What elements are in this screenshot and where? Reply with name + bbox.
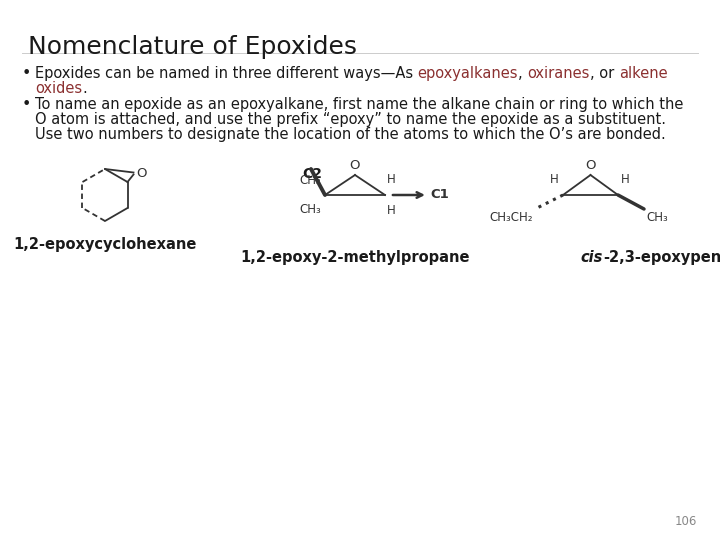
Text: CH₃: CH₃: [646, 211, 667, 224]
Text: H: H: [387, 173, 396, 186]
Text: C2: C2: [302, 167, 322, 181]
Text: -2,3-epoxypentane: -2,3-epoxypentane: [603, 250, 720, 265]
Text: ,: ,: [518, 66, 528, 81]
Text: H: H: [550, 173, 559, 186]
Text: alkene: alkene: [618, 66, 667, 81]
Text: C1: C1: [430, 188, 449, 201]
Text: , or: , or: [590, 66, 618, 81]
Text: •: •: [22, 66, 32, 81]
Text: 106: 106: [675, 515, 697, 528]
Text: Nomenclature of Epoxides: Nomenclature of Epoxides: [28, 35, 357, 59]
Text: Use two numbers to designate the location of the atoms to which the O’s are bond: Use two numbers to designate the locatio…: [35, 127, 666, 142]
Text: .: .: [82, 81, 87, 96]
Text: •: •: [22, 97, 32, 112]
Text: cis: cis: [580, 250, 603, 265]
Text: CH₃CH₂: CH₃CH₂: [490, 211, 533, 224]
Text: To name an epoxide as an epoxyalkane, first name the alkane chain or ring to whi: To name an epoxide as an epoxyalkane, fi…: [35, 97, 683, 112]
Text: H: H: [621, 173, 630, 186]
Text: CH₃: CH₃: [300, 203, 321, 216]
Text: oxides: oxides: [35, 81, 82, 96]
Text: oxiranes: oxiranes: [528, 66, 590, 81]
Text: epoxyalkanes: epoxyalkanes: [418, 66, 518, 81]
Text: O: O: [585, 159, 595, 172]
Text: O: O: [350, 159, 360, 172]
Text: CH₃: CH₃: [300, 174, 321, 187]
Text: O atom is attached, and use the prefix “epoxy” to name the epoxide as a substitu: O atom is attached, and use the prefix “…: [35, 112, 666, 127]
Text: H: H: [387, 204, 396, 217]
Text: O: O: [137, 167, 147, 180]
Text: Epoxides can be named in three different ways—As: Epoxides can be named in three different…: [35, 66, 418, 81]
Text: 1,2-epoxy-2-methylpropane: 1,2-epoxy-2-methylpropane: [240, 250, 469, 265]
Text: 1,2-epoxycyclohexane: 1,2-epoxycyclohexane: [13, 237, 197, 252]
